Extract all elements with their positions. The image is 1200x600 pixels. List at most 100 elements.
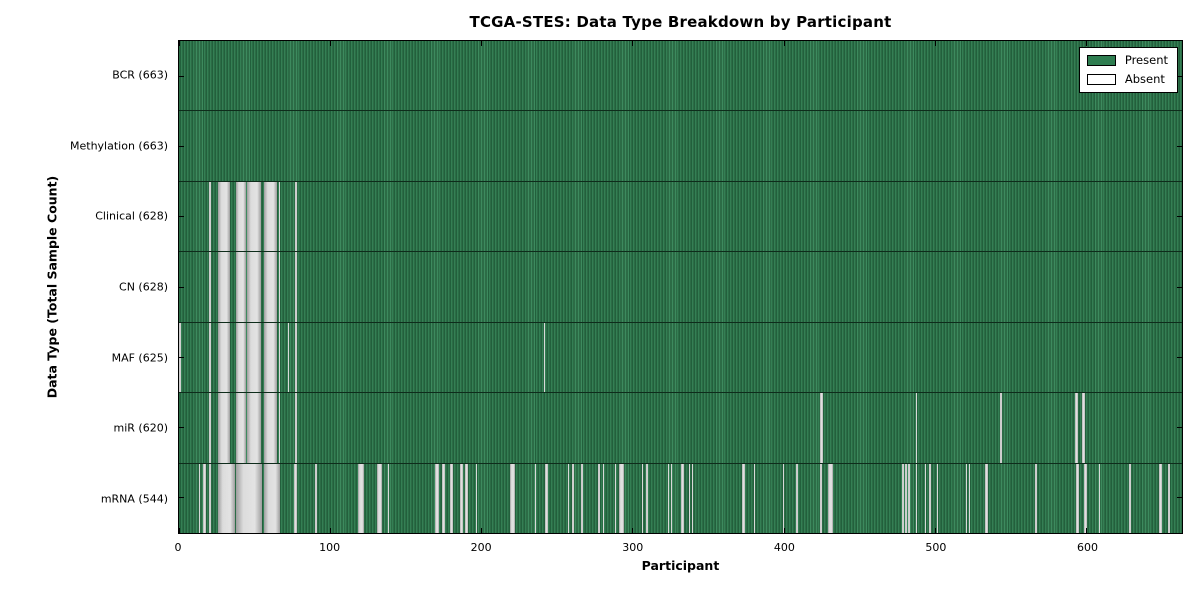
row-mir (179, 392, 1182, 463)
absent-gap (475, 463, 477, 533)
y-tick-mark (1177, 75, 1182, 77)
absent-gap (598, 463, 600, 533)
row-bcr (179, 41, 1182, 111)
absent-gap (377, 463, 382, 533)
absent-gap (646, 463, 648, 533)
y-tick-mark (179, 356, 184, 358)
y-tick-mark (1177, 145, 1182, 147)
absent-gap (198, 463, 201, 533)
absent-gap (218, 393, 231, 463)
absent-gap (1082, 393, 1086, 463)
absent-gap (247, 322, 261, 393)
y-tick-mark (179, 427, 184, 429)
absent-gap (263, 463, 281, 533)
absent-gap (203, 463, 207, 533)
x-tick-label-500: 500 (925, 541, 947, 554)
x-tick-mark (481, 528, 483, 533)
absent-gap (464, 463, 468, 533)
absent-gap (619, 463, 624, 533)
absent-gap (236, 393, 246, 463)
x-tick-mark (481, 41, 483, 46)
x-axis-label: Participant (641, 558, 720, 573)
absent-gap (209, 252, 211, 322)
y-tick-mark (1177, 286, 1182, 288)
y-tick-mark (1177, 216, 1182, 218)
y-tick-label-mir: miR (620) (113, 421, 169, 435)
absent-gap (434, 463, 440, 533)
absent-gap (581, 463, 583, 533)
absent-gap (915, 393, 918, 463)
absent-gap (247, 252, 261, 322)
absent-gap (614, 463, 617, 533)
absent-gap (278, 322, 281, 393)
absent-gap (263, 252, 278, 322)
absent-gap (965, 463, 968, 533)
y-tick-mark (1177, 356, 1182, 358)
absent-gap (295, 252, 297, 322)
absent-gap (641, 463, 644, 533)
absent-gap (1098, 463, 1101, 533)
absent-gap (667, 463, 670, 533)
y-tick-label-clinical: Clinical (628) (95, 209, 168, 223)
absent-gap (1159, 463, 1163, 533)
absent-gap (278, 181, 281, 252)
absent-gap (278, 252, 281, 322)
absent-gap (357, 463, 364, 533)
absent-gap (218, 463, 235, 533)
absent-gap (295, 181, 297, 252)
absent-gap (218, 252, 231, 322)
absent-gap (820, 393, 824, 463)
absent-gap (929, 463, 931, 533)
absent-gap (263, 393, 278, 463)
absent-gap (545, 463, 549, 533)
absent-gap (218, 181, 231, 252)
absent-gap (460, 463, 464, 533)
absent-gap (741, 463, 745, 533)
absent-gap (936, 463, 939, 533)
y-tick-mark (179, 75, 184, 77)
y-tick-label-maf: MAF (625) (111, 351, 168, 365)
absent-gap (247, 181, 261, 252)
row-mrna (179, 462, 1182, 533)
x-tick-mark (1086, 41, 1088, 46)
x-tick-mark (783, 41, 785, 46)
absent-gap (442, 463, 446, 533)
absent-gap (209, 322, 211, 393)
legend-item-present: Present (1086, 53, 1168, 67)
absent-gap (209, 463, 211, 533)
x-tick-mark (329, 528, 331, 533)
absent-gap (902, 463, 904, 533)
absent-gap (293, 463, 297, 533)
absent-gap (236, 463, 263, 533)
x-tick-label-300: 300 (622, 541, 644, 554)
absent-gap (968, 463, 971, 533)
x-tick-mark (178, 528, 180, 533)
legend-label-absent: Absent (1124, 72, 1165, 86)
absent-gap (315, 463, 317, 533)
rows-container (179, 41, 1182, 533)
absent-gap (387, 463, 390, 533)
chart-title: TCGA-STES: Data Type Breakdown by Partic… (469, 13, 892, 31)
x-tick-mark (178, 41, 180, 46)
absent-gap (1035, 463, 1037, 533)
absent-gap (218, 322, 231, 393)
row-methylation (179, 110, 1182, 181)
x-tick-label-100: 100 (319, 541, 341, 554)
y-tick-label-methylation: Methylation (663) (70, 139, 168, 153)
y-tick-label-cn: CN (628) (119, 280, 168, 294)
absent-gap (209, 393, 211, 463)
y-tick-mark (179, 286, 184, 288)
absent-gap (1076, 463, 1080, 533)
legend-label-present: Present (1124, 53, 1168, 67)
legend-item-absent: Absent (1086, 72, 1168, 86)
row-cn (179, 251, 1182, 322)
absent-gap (753, 463, 756, 533)
absent-gap (681, 463, 685, 533)
x-tick-label-400: 400 (773, 541, 795, 554)
absent-gap (1074, 393, 1078, 463)
absent-gap (449, 463, 453, 533)
x-tick-mark (1086, 528, 1088, 533)
absent-gap (236, 252, 246, 322)
absent-gap (534, 463, 536, 533)
y-tick-mark (1177, 427, 1182, 429)
